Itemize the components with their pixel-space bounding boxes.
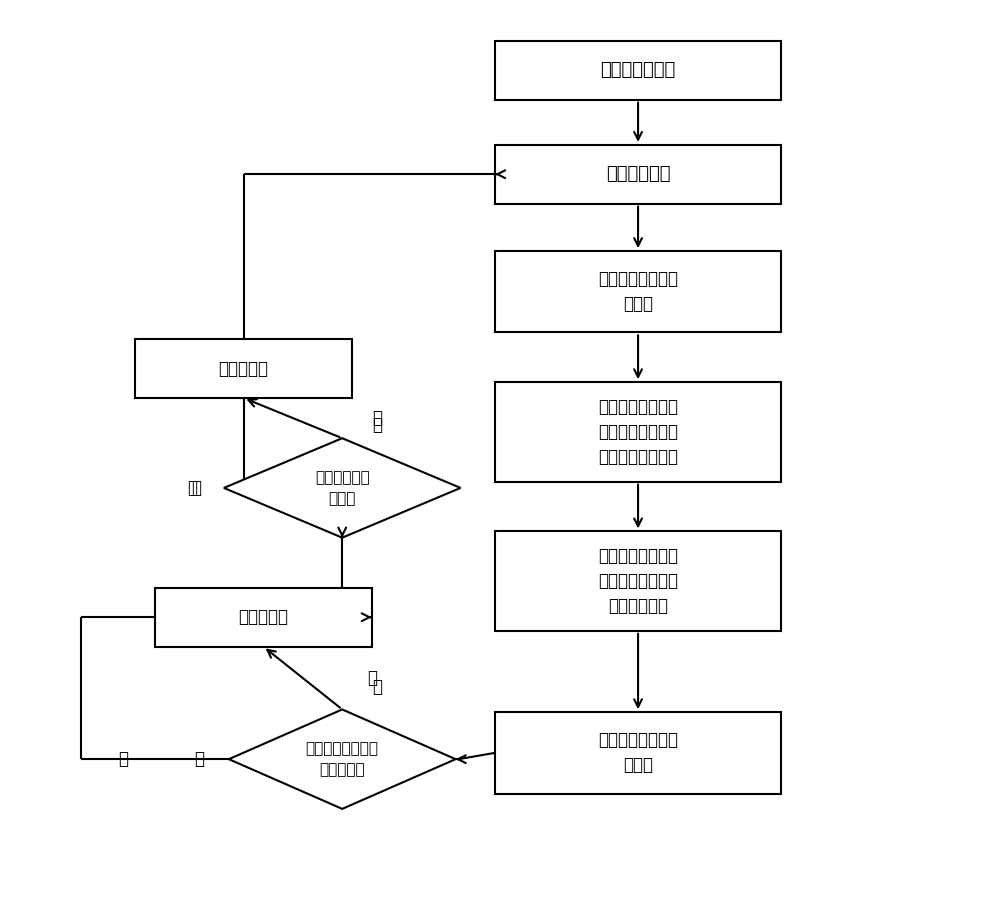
Text: 是: 是 — [372, 416, 382, 433]
Bar — [155, 588, 372, 646]
Text: 工件、电极准备: 工件、电极准备 — [600, 62, 676, 79]
Text: 更换主轴头: 更换主轴头 — [219, 360, 269, 377]
Text: 加工孔径是否
改变？: 加工孔径是否 改变？ — [315, 470, 370, 506]
Text: 是: 是 — [372, 677, 382, 696]
Text: 否: 否 — [194, 750, 204, 768]
Text: 是: 是 — [367, 669, 377, 687]
Text: 否: 否 — [191, 479, 201, 497]
Bar — [495, 40, 781, 100]
Bar — [495, 532, 781, 631]
Polygon shape — [224, 438, 461, 538]
Bar — [495, 145, 781, 204]
Polygon shape — [229, 710, 456, 809]
Text: 微小能量电火花圆
孔加工: 微小能量电火花圆 孔加工 — [598, 270, 678, 313]
Bar — [135, 340, 352, 398]
Text: 更换电极丝: 更换电极丝 — [238, 609, 288, 626]
Bar — [495, 382, 781, 482]
Text: 待加工孔定位: 待加工孔定位 — [606, 165, 670, 184]
Text: 自适应密封电解液
喷射机构启动，电
解去除圆孔重熔层: 自适应密封电解液 喷射机构启动，电 解去除圆孔重熔层 — [598, 397, 678, 465]
Text: 电极抬起至孔入口
电火花伺服扫描加
工簸箕形孔口: 电极抬起至孔入口 电火花伺服扫描加 工簸箕形孔口 — [598, 547, 678, 615]
Text: 否: 否 — [187, 479, 197, 497]
Text: 电解铣削加工簸箕
形孔口: 电解铣削加工簸箕 形孔口 — [598, 732, 678, 775]
Text: 否: 否 — [118, 750, 128, 768]
Text: 是否达到电极损耗
长度极限？: 是否达到电极损耗 长度极限？ — [306, 741, 379, 778]
Bar — [495, 251, 781, 332]
Text: 是: 是 — [372, 409, 382, 427]
Bar — [495, 712, 781, 793]
